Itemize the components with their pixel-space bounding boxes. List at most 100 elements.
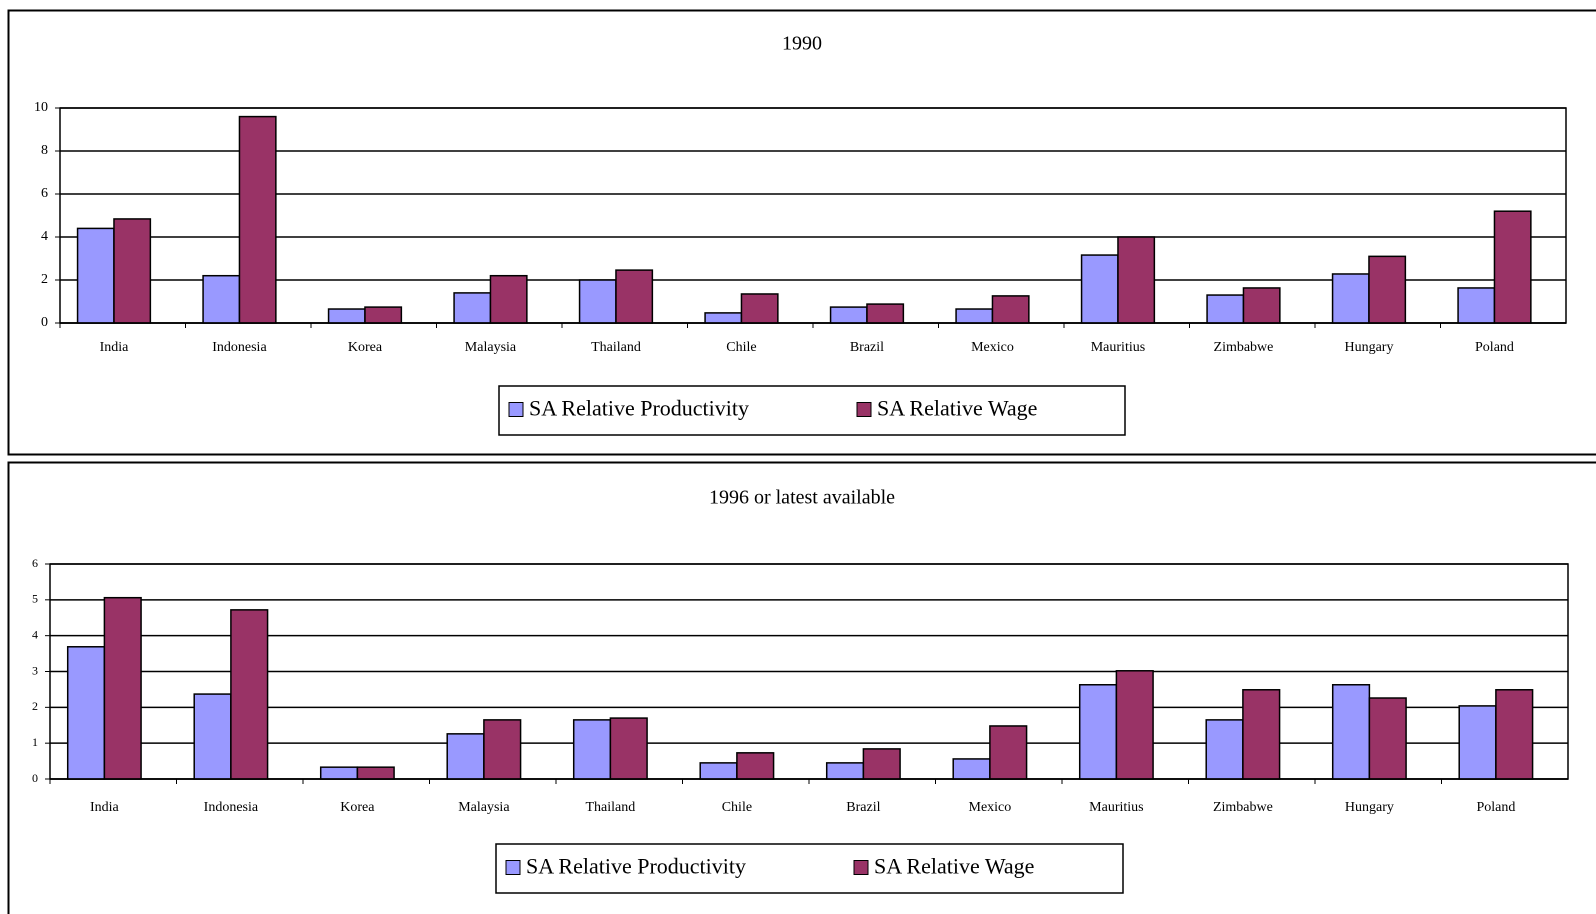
bar [578,279,617,324]
chart-frame [7,461,1596,914]
legend-frame [498,385,1126,436]
chart-frame [7,9,1596,456]
x-tick-label: Hungary [1344,340,1393,355]
bar [453,292,492,324]
legend-swatch [508,402,524,417]
bar [76,227,115,324]
legend-label: SA Relative Wage [877,396,1037,421]
bar [327,308,366,324]
y-tick-label: 1 [32,735,38,749]
bar [1205,719,1244,780]
x-tick-label: Thailand [586,800,636,815]
y-tick-label: 0 [41,315,48,330]
bar [1368,697,1407,780]
legend-label: SA Relative Productivity [526,854,746,879]
bar [489,274,528,324]
bar [202,274,241,324]
y-tick-label: 2 [32,699,38,713]
bar [364,306,403,324]
bar [866,303,905,324]
bar [483,719,522,780]
bar [1080,254,1119,324]
legend-swatch [505,860,521,875]
y-tick-label: 8 [41,143,48,158]
bar [1331,684,1371,780]
bar [991,295,1030,324]
bar [193,693,232,780]
x-tick-label: Brazil [850,340,884,355]
y-tick-label: 0 [32,771,38,785]
y-tick-label: 2 [41,272,48,287]
x-tick-label: Korea [340,800,375,815]
x-tick-label: Brazil [846,800,880,815]
bar [955,308,994,324]
y-tick-label: 5 [32,592,38,606]
x-tick-label: Mexico [971,340,1014,355]
bar [1115,670,1154,780]
x-tick-label: Zimbabwe [1214,340,1274,355]
bar [740,293,779,324]
bar [736,752,775,780]
x-tick-label: Zimbabwe [1213,800,1273,815]
x-tick-label: Malaysia [458,800,510,815]
bar [1206,294,1245,324]
chart-title: 1990 [782,33,822,55]
bar [1457,287,1496,324]
bar [103,596,142,780]
bar [825,762,865,780]
y-tick-label: 3 [32,663,38,677]
bar [1368,255,1407,324]
bar [1458,705,1497,780]
legend-swatch [853,860,869,875]
x-tick-label: Indonesia [212,340,267,355]
bar [356,766,395,780]
legend-frame [495,843,1124,894]
x-tick-label: Poland [1475,340,1514,355]
legend-label: SA Relative Productivity [529,396,749,421]
x-tick-label: Chile [722,800,752,815]
legend-swatch [856,402,872,417]
chart-title: 1996 or latest available [709,487,895,509]
x-tick-label: Thailand [591,340,641,355]
y-tick-label: 10 [34,100,48,115]
x-tick-label: Korea [348,340,383,355]
bar [989,725,1028,780]
bar [615,269,654,324]
bar [230,609,269,780]
bar [238,115,277,324]
bar [1078,684,1118,780]
bar [1495,689,1534,780]
bar [829,306,868,324]
x-tick-label: Poland [1476,800,1515,815]
x-tick-label: Malaysia [465,340,517,355]
bar [704,312,743,324]
bar [572,719,612,780]
x-tick-label: Chile [726,340,756,355]
y-tick-label: 4 [32,627,38,641]
bar [66,646,106,780]
bar [609,717,648,780]
bar [1117,236,1156,324]
x-tick-label: Indonesia [204,800,259,815]
bar [952,758,991,780]
x-tick-label: India [90,800,120,815]
bar [1493,210,1532,324]
x-tick-label: Hungary [1345,800,1394,815]
x-tick-label: Mauritius [1091,340,1145,355]
legend-label: SA Relative Wage [874,854,1034,879]
x-tick-label: India [100,340,130,355]
bar [113,218,152,324]
bar [446,733,485,780]
x-tick-label: Mauritius [1089,800,1143,815]
x-tick-label: Mexico [969,800,1012,815]
bar [699,762,738,780]
y-tick-label: 6 [41,186,48,201]
y-tick-label: 4 [41,229,48,244]
bar [1242,287,1281,324]
y-tick-label: 6 [32,556,38,570]
bar [1331,273,1370,324]
bar [1242,689,1281,780]
bar [862,748,901,780]
